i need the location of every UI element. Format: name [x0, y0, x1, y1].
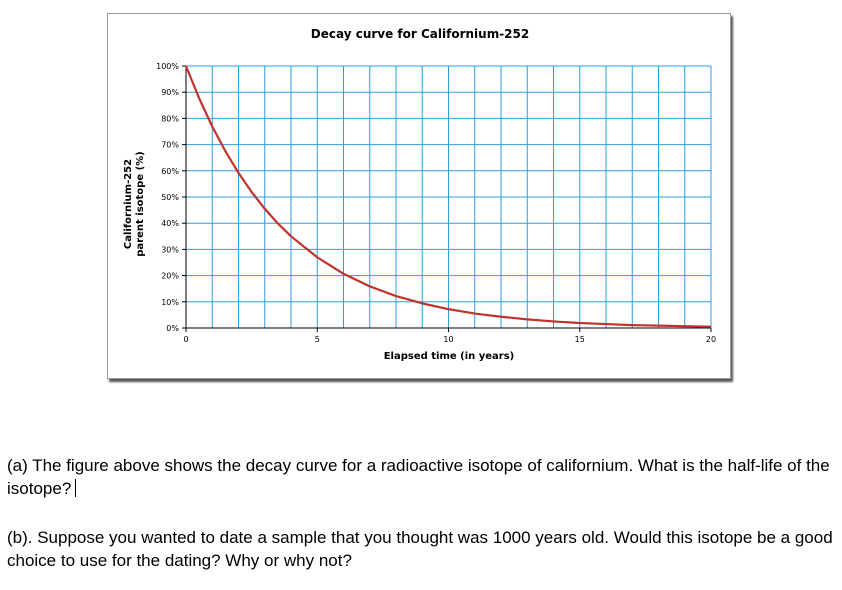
x-axis-label: Elapsed time (in years): [384, 351, 515, 362]
x-tick-label: 0: [183, 335, 188, 344]
y-tick-label: 0%: [166, 324, 179, 333]
x-tick-label: 5: [315, 335, 320, 344]
decay-chart: Decay curve for Californium-252 0% 10% 20%…: [123, 27, 716, 362]
y-axis-label-line1: Californium-252: [123, 159, 134, 249]
question-b: (b). Suppose you wanted to date a sample…: [7, 528, 833, 570]
x-tick-label: 10: [443, 335, 453, 344]
y-tick-label: 90%: [161, 88, 179, 97]
text-cursor: [75, 479, 77, 497]
y-tick-label: 40%: [161, 219, 179, 228]
y-tick-label: 100%: [156, 62, 179, 71]
series-layer: [184, 65, 712, 328]
grid: [185, 65, 712, 329]
y-tick-label: 20%: [161, 272, 179, 281]
y-axis-label-line2: parent isotope (%): [135, 151, 146, 256]
y-tick-label: 60%: [161, 167, 179, 176]
y-tick-label: 50%: [161, 193, 179, 202]
x-tick-labels: 0 5 10 15 20: [183, 328, 716, 344]
question-a: (a) The figure above shows the decay cur…: [7, 454, 837, 500]
chart-title: Decay curve for Californium-252: [311, 27, 529, 41]
y-tick-label: 70%: [161, 141, 179, 150]
x-tick-label: 15: [575, 335, 585, 344]
chart-panel: Decay curve for Californium-252 0% 10% 20%…: [107, 13, 731, 379]
x-tick-label: 20: [706, 335, 716, 344]
question-a-text: (a) The figure above shows the decay cur…: [7, 456, 830, 498]
y-tick-labels: 0% 10% 20% 30% 40% 50% 60% 70% 80% 90% 100%: [156, 62, 186, 333]
y-tick-label: 10%: [161, 298, 179, 307]
y-tick-label: 80%: [161, 114, 179, 123]
decay-curve-line: [184, 65, 712, 328]
y-tick-label: 30%: [161, 245, 179, 254]
